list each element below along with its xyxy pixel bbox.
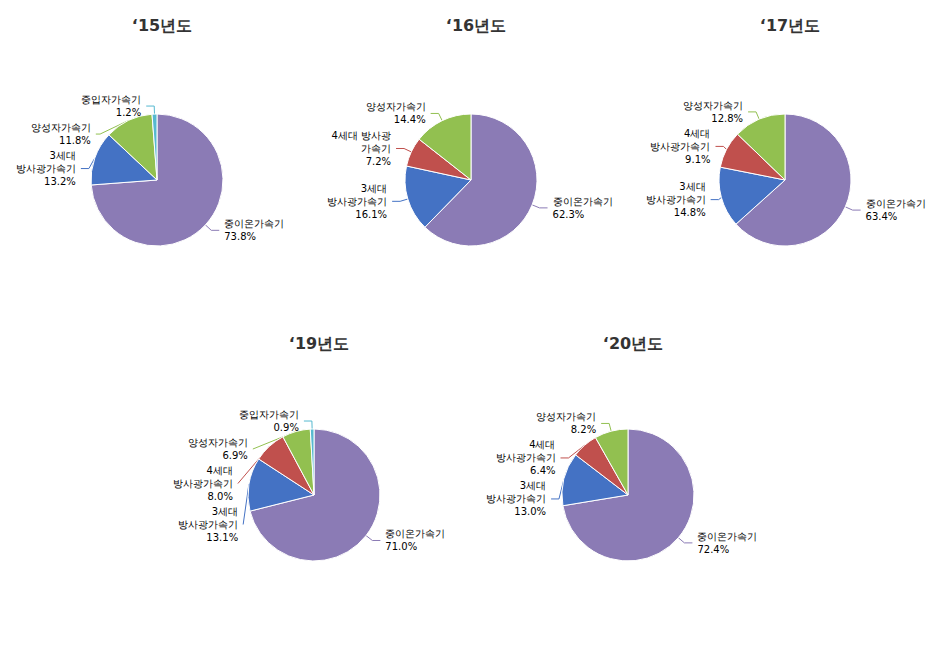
svg-text:3세대: 3세대 — [361, 183, 387, 194]
svg-text:‘19년도: ‘19년도 — [289, 334, 349, 353]
svg-text:양성자가속기: 양성자가속기 — [683, 100, 743, 111]
svg-text:방사광가속기: 방사광가속기 — [646, 194, 706, 205]
svg-text:중입자가속기: 중입자가속기 — [239, 409, 299, 420]
svg-text:양성자가속기: 양성자가속기 — [536, 411, 596, 422]
svg-text:‘20년도: ‘20년도 — [603, 334, 663, 353]
svg-text:11.8%: 11.8% — [59, 135, 91, 146]
svg-text:가속기: 가속기 — [361, 143, 391, 154]
svg-text:63.4%: 63.4% — [866, 211, 898, 222]
svg-text:중이온가속기: 중이온가속기 — [697, 531, 757, 542]
svg-text:14.8%: 14.8% — [674, 207, 706, 218]
svg-text:13.0%: 13.0% — [514, 506, 546, 517]
svg-text:양성자가속기: 양성자가속기 — [31, 122, 91, 133]
svg-text:방사광가속기: 방사광가속기 — [327, 196, 387, 207]
svg-text:4세대: 4세대 — [684, 128, 710, 139]
svg-text:72.4%: 72.4% — [697, 544, 729, 555]
svg-text:13.2%: 13.2% — [44, 176, 76, 187]
svg-text:방사광가속기: 방사광가속기 — [486, 493, 546, 504]
svg-text:3세대: 3세대 — [520, 480, 546, 491]
svg-text:중이온가속기: 중이온가속기 — [866, 198, 926, 209]
svg-text:방사광가속기: 방사광가속기 — [16, 163, 76, 174]
svg-text:중이온가속기: 중이온가속기 — [553, 196, 613, 207]
svg-text:9.1%: 9.1% — [685, 154, 710, 165]
svg-text:방사광가속기: 방사광가속기 — [650, 141, 710, 152]
svg-text:4세대: 4세대 — [207, 465, 233, 476]
svg-text:6.9%: 6.9% — [222, 450, 247, 461]
svg-text:3세대: 3세대 — [50, 150, 76, 161]
svg-text:71.0%: 71.0% — [385, 541, 417, 552]
svg-text:13.1%: 13.1% — [206, 532, 238, 543]
svg-text:7.2%: 7.2% — [366, 156, 391, 167]
svg-text:12.8%: 12.8% — [711, 113, 743, 124]
svg-text:방사광가속기: 방사광가속기 — [173, 478, 233, 489]
svg-text:4세대 방사광: 4세대 방사광 — [331, 130, 391, 141]
svg-text:1.2%: 1.2% — [116, 107, 141, 118]
svg-text:방사광가속기: 방사광가속기 — [496, 452, 556, 463]
svg-text:73.8%: 73.8% — [224, 231, 256, 242]
svg-text:방사광가속기: 방사광가속기 — [178, 519, 238, 530]
svg-text:0.9%: 0.9% — [273, 422, 298, 433]
svg-text:‘17년도: ‘17년도 — [760, 16, 820, 35]
svg-text:‘16년도: ‘16년도 — [446, 16, 506, 35]
svg-text:3세대: 3세대 — [212, 506, 238, 517]
svg-text:6.4%: 6.4% — [530, 465, 555, 476]
svg-text:중입자가속기: 중입자가속기 — [81, 94, 141, 105]
svg-text:4세대: 4세대 — [529, 439, 555, 450]
svg-text:8.0%: 8.0% — [207, 491, 232, 502]
svg-text:중이온가속기: 중이온가속기 — [224, 218, 284, 229]
svg-text:62.3%: 62.3% — [553, 209, 585, 220]
svg-text:‘15년도: ‘15년도 — [132, 16, 192, 35]
svg-text:14.4%: 14.4% — [394, 114, 426, 125]
svg-text:양성자가속기: 양성자가속기 — [188, 437, 248, 448]
svg-text:16.1%: 16.1% — [355, 209, 387, 220]
svg-text:중이온가속기: 중이온가속기 — [385, 528, 445, 539]
svg-text:3세대: 3세대 — [679, 181, 705, 192]
svg-text:8.2%: 8.2% — [571, 424, 596, 435]
svg-text:양성자가속기: 양성자가속기 — [366, 101, 426, 112]
